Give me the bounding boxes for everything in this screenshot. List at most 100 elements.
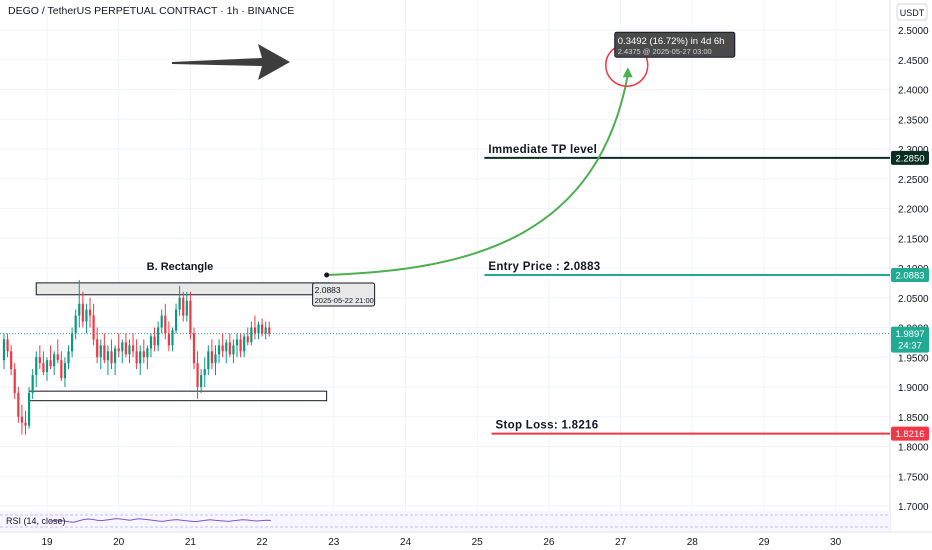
rsi-pane[interactable]	[0, 511, 890, 531]
candle-body	[235, 339, 239, 346]
candle-body	[45, 360, 49, 373]
candle-body	[185, 300, 188, 316]
candle-body	[53, 354, 56, 367]
candle-body	[13, 369, 16, 393]
candle-body	[35, 357, 38, 376]
candle-body	[253, 327, 257, 334]
price-tick-label: 2.3000	[898, 145, 929, 156]
price-tick-label: 2.3500	[898, 115, 929, 126]
candle-body	[70, 333, 74, 352]
price-tick-label: 1.7500	[898, 472, 929, 483]
candle-body	[42, 363, 45, 373]
candle-body	[96, 339, 99, 358]
time-tick-label: 25	[472, 537, 484, 548]
candle-body	[128, 345, 131, 355]
candle-body	[142, 351, 145, 358]
rectangle-bottom-band[interactable]	[28, 390, 328, 402]
candle-body	[121, 342, 124, 352]
time-tick-label: 19	[41, 537, 53, 548]
time-tick-label: 23	[328, 537, 340, 548]
candle-body	[67, 351, 70, 364]
candle-body	[78, 303, 81, 316]
candle-body	[153, 336, 156, 346]
candle-body	[200, 375, 203, 387]
candle-body	[49, 360, 52, 367]
candle-body	[131, 345, 135, 352]
current-price-text: 1.9897	[895, 329, 924, 340]
candle-body	[88, 309, 92, 316]
current-price-countdown: 24:37	[898, 341, 922, 352]
candle-body	[81, 303, 84, 322]
projection-end-box	[614, 31, 736, 58]
projection-start-point[interactable]	[324, 272, 330, 278]
projection-end-sub: 2.4375 @ 2025-05-27 03:00	[618, 47, 712, 56]
candle-body	[203, 369, 206, 376]
candle-body	[146, 348, 149, 358]
candle-body	[225, 342, 228, 352]
level-price-text-entry: 2.0883	[895, 270, 924, 281]
candle-body	[243, 336, 246, 352]
candle-body	[124, 342, 127, 355]
time-tick-label: 28	[687, 537, 699, 548]
time-tick-label: 29	[758, 537, 770, 548]
candle-body	[214, 354, 217, 364]
candle-body	[56, 354, 59, 361]
price-tick-label: 1.7000	[898, 502, 929, 513]
candle-body	[10, 351, 13, 370]
level-label-entry: Entry Price : 2.0883	[488, 261, 600, 273]
level-label-stop: Stop Loss: 1.8216	[496, 420, 599, 432]
candle-body	[31, 375, 34, 393]
time-tick-label: 21	[185, 537, 197, 548]
currency-label[interactable]: USDT	[900, 8, 925, 18]
candle-body	[110, 351, 113, 364]
candle-body	[117, 348, 120, 352]
candle-body	[189, 300, 192, 334]
time-tick-label: 22	[257, 537, 269, 548]
candle-body	[157, 327, 160, 346]
candle-body	[6, 339, 9, 352]
projection-curve[interactable]	[326, 75, 629, 276]
drawn-arrow-icon	[172, 44, 290, 80]
candle-body	[171, 330, 174, 346]
projection-end-value: 0.3492 (16.72%) in 4d 6h	[618, 36, 725, 47]
price-tick-label: 1.9000	[898, 383, 929, 394]
time-tick-label: 27	[615, 537, 627, 548]
candle-body	[139, 351, 142, 364]
candle-body	[24, 422, 27, 426]
level-price-tag-entry	[891, 267, 929, 282]
level-price-text-tp: 2.2850	[895, 153, 924, 164]
time-tick-label: 30	[830, 537, 842, 548]
candle-body	[17, 392, 20, 417]
candle-body	[228, 342, 231, 355]
price-tick-label: 1.9500	[898, 353, 929, 364]
current-price-tag	[891, 326, 929, 353]
chart-title: DEGO / TetherUS PERPETUAL CONTRACT · 1h …	[8, 5, 294, 17]
currency-selector[interactable]	[896, 3, 928, 21]
candle-body	[164, 315, 167, 334]
projection-start-value: 2.0883	[315, 285, 341, 295]
projection-start-box	[312, 282, 376, 307]
price-tick-label: 1.8000	[898, 443, 929, 454]
candle-body	[174, 309, 178, 331]
candle-body	[239, 339, 242, 352]
candle-body	[192, 333, 196, 364]
plot-area[interactable]	[0, 0, 890, 510]
candle-body	[217, 345, 221, 355]
candle-body	[60, 360, 63, 379]
level-price-tag-stop	[891, 426, 929, 441]
candle-body	[261, 324, 264, 334]
candle-body	[149, 336, 153, 349]
candle-body	[74, 315, 77, 334]
candle-body	[20, 416, 24, 423]
candle-body	[63, 363, 67, 379]
candle-body	[178, 297, 181, 310]
time-tick-label: 20	[113, 537, 125, 548]
candle-body	[160, 315, 163, 328]
candle-body	[85, 309, 88, 322]
candle-body	[232, 345, 235, 355]
time-tick-label: 24	[400, 537, 412, 548]
price-tick-label: 2.2000	[898, 205, 929, 216]
price-tick-label: 2.4000	[898, 86, 929, 97]
candle-body	[257, 324, 260, 334]
